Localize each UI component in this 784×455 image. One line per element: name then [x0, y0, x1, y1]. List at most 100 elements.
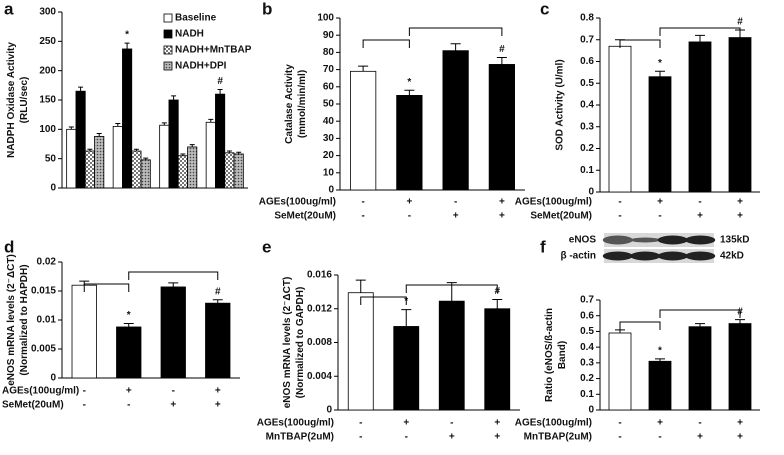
bar [224, 152, 235, 189]
significance-marker: # [217, 76, 223, 87]
y-tick-label: 0.1 [580, 389, 594, 400]
treatment-level: + [126, 386, 132, 397]
y-axis-label: NADPH Oxidase Activity [6, 42, 17, 158]
y-axis-label: (mmol/min/ml) [297, 70, 308, 138]
treatment-level: + [737, 211, 743, 222]
treatment-name: MnTBAP(2uM) [266, 432, 334, 443]
y-tick-label: 0.1 [580, 165, 594, 176]
treatment-level: + [494, 418, 500, 429]
treatment-level: - [618, 432, 621, 443]
error-bar [189, 144, 195, 147]
bar [84, 150, 95, 189]
comparison-bracket [362, 39, 410, 48]
blot-band [602, 235, 633, 245]
y-tick-label: 0.5 [580, 326, 594, 337]
treatment-level: - [618, 418, 621, 429]
y-tick-label: 0.2 [580, 143, 594, 154]
treatment-level: + [494, 432, 500, 443]
bar [347, 292, 374, 411]
error-bar [496, 57, 507, 65]
y-tick-label: 0.2 [580, 373, 594, 384]
y-tick-label: 0 [50, 373, 56, 384]
error-bar [143, 157, 149, 160]
treatment-name: AGEs(100ug/ml) [515, 197, 592, 208]
error-bar [68, 126, 74, 130]
y-axis-label: Band) [557, 341, 568, 369]
treatment-name: SeMet(20uM) [530, 211, 592, 222]
bar [94, 135, 105, 189]
treatment-level: + [499, 211, 505, 222]
y-tick-label: 10 [323, 167, 335, 178]
y-tick-label: 70 [323, 64, 335, 75]
y-axis-label: eNOS mRNA levels (2⁻ΔCT) [282, 277, 293, 409]
y-axis-label: (Normalized to HAPDH) [19, 264, 30, 375]
treatment-level: - [83, 400, 86, 411]
comparison-bracket [83, 283, 130, 292]
panel-label: c [540, 0, 549, 18]
treatment-level: + [737, 432, 743, 443]
treatment-name: MnTBAP(2uM) [524, 432, 592, 443]
y-axis-label: Ratio (eNOS/ß-actin [544, 308, 555, 402]
bar [688, 41, 712, 193]
error-bar [695, 323, 705, 327]
legend-swatch [163, 45, 173, 55]
bar [75, 90, 86, 189]
treatment-level: - [361, 197, 364, 208]
y-tick-label: 0.4 [580, 100, 594, 111]
legend-swatch [163, 29, 173, 39]
treatment-level: + [403, 418, 409, 429]
panel-label: e [262, 237, 271, 256]
blot-size: 135kD [720, 235, 749, 246]
significance-marker: * [658, 58, 662, 69]
treatment-level: + [657, 418, 663, 429]
treatment-level: + [406, 197, 412, 208]
error-bar [695, 34, 705, 42]
y-tick-label: 0.6 [580, 310, 594, 321]
treatment-level: - [172, 386, 175, 397]
treatment-level: - [618, 197, 621, 208]
error-bar [735, 319, 745, 324]
treatment-level: - [454, 197, 457, 208]
legend-label: Baseline [175, 13, 217, 24]
treatment-level: + [737, 418, 743, 429]
y-axis-label: (RLU/sec) [19, 77, 30, 124]
y-tick-label: 0.005 [31, 344, 56, 355]
y-tick-label: 0.5 [580, 78, 594, 89]
y-tick-label: 0.008 [307, 337, 332, 348]
y-tick-label: 0.016 [307, 270, 332, 281]
bar [728, 37, 752, 193]
y-tick-label: 100 [317, 13, 334, 24]
significance-marker: * [407, 77, 411, 88]
treatment-level: + [449, 432, 455, 443]
treatment-level: - [83, 386, 86, 397]
bar [442, 50, 469, 191]
treatment-level: + [499, 197, 505, 208]
significance-marker: * [658, 346, 662, 357]
comparison-bracket [619, 321, 661, 330]
comparison-bracket [408, 27, 503, 36]
y-tick-label: 0 [588, 405, 594, 416]
treatment-level: - [361, 211, 364, 222]
blot-size: 42kD [720, 251, 744, 262]
treatment-name: AGEs(100ug/ml) [259, 197, 336, 208]
error-bar [655, 358, 665, 362]
y-tick-label: 50 [45, 153, 57, 164]
blot-band [630, 237, 661, 243]
legend-swatch [163, 13, 173, 23]
y-axis-label: eNOS mRNA levels (2⁻ΔCT) [6, 254, 17, 386]
bar [215, 93, 226, 189]
y-tick-label: 300 [39, 7, 56, 18]
y-tick-label: 0 [50, 183, 56, 194]
blot-band [685, 235, 716, 245]
y-tick-label: 80 [323, 47, 335, 58]
panel-label: a [4, 0, 14, 18]
error-bar [615, 329, 625, 333]
y-axis-label: SOD Activity (U/ml) [555, 59, 566, 150]
error-bar [133, 148, 139, 152]
bar [168, 99, 179, 189]
treatment-level: - [698, 418, 701, 429]
error-bar [236, 151, 242, 154]
significance-marker: # [737, 17, 743, 28]
error-bar [78, 86, 84, 92]
